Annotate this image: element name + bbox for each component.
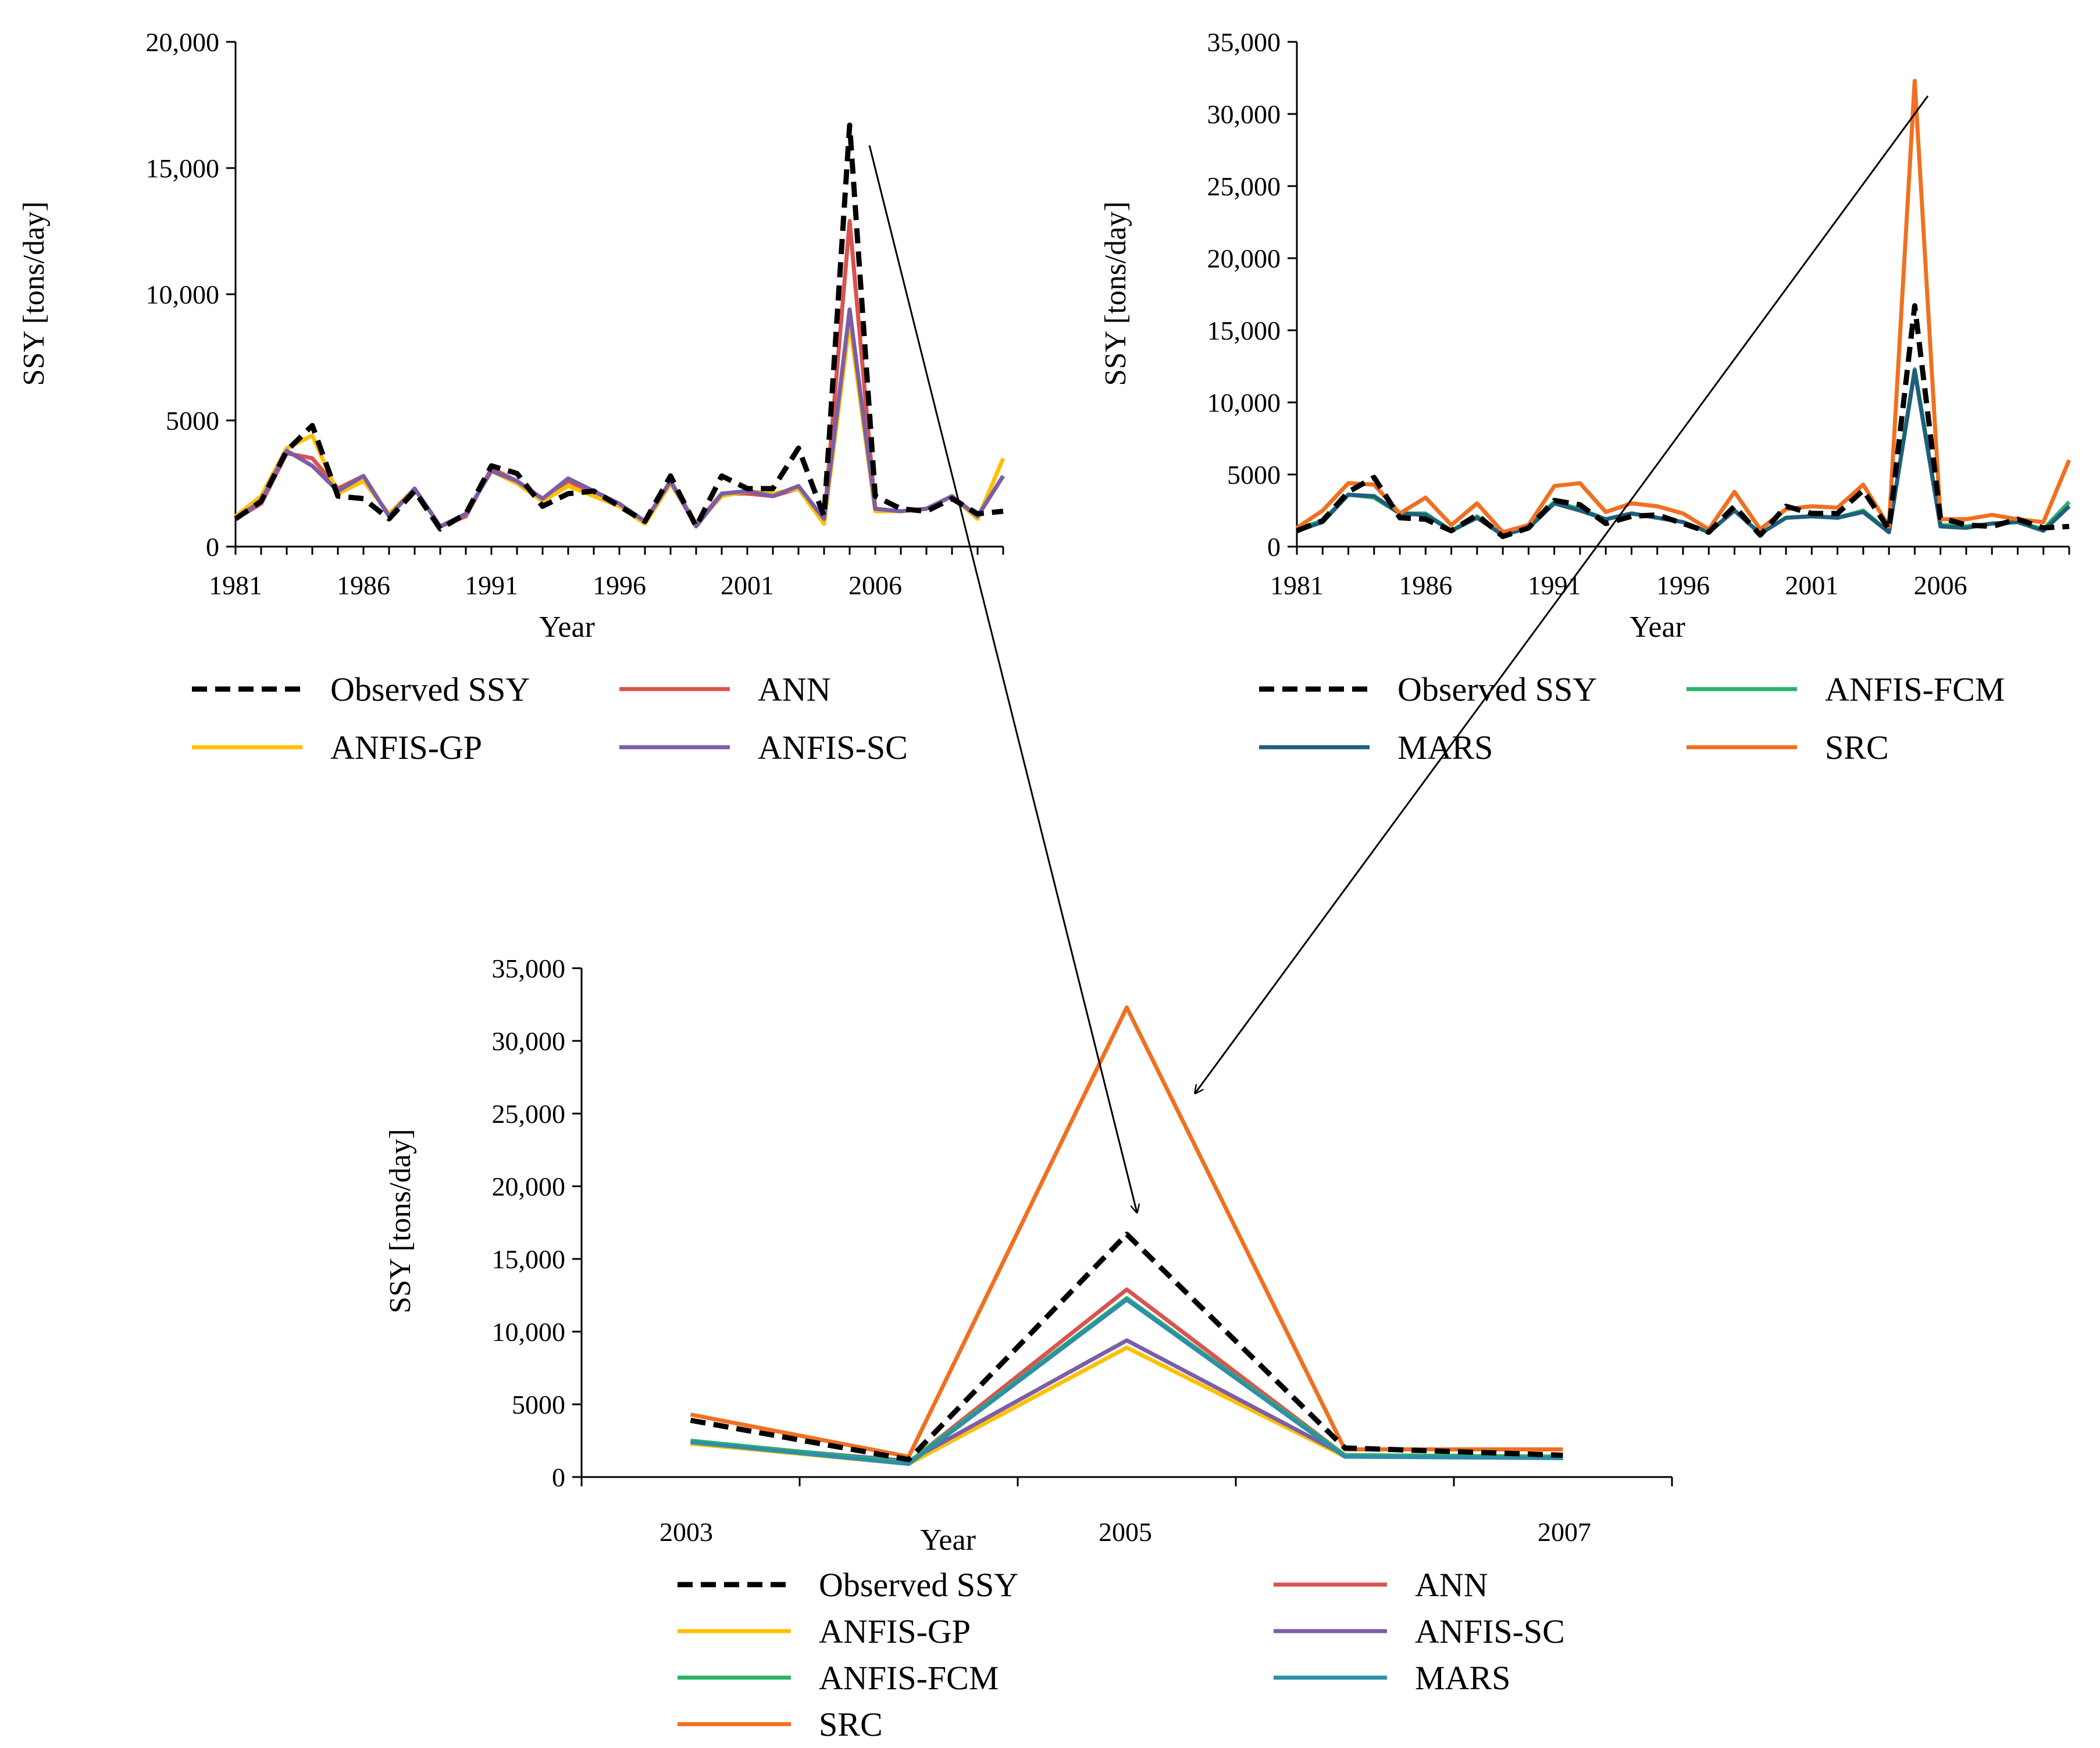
legend-label: ANN — [1415, 1566, 1488, 1604]
legend-label: ANFIS-FCM — [819, 1659, 999, 1697]
y-tick-label: 15,000 — [1207, 316, 1281, 345]
series-line-mars — [1296, 368, 2071, 537]
series-line-observed-ssy — [234, 122, 1004, 532]
y-tick-label: 30,000 — [1207, 99, 1281, 129]
y-tick-label: 20,000 — [1207, 244, 1281, 273]
x-tick-label: 1986 — [1399, 570, 1452, 600]
x-axis-title: Year — [920, 1524, 976, 1557]
y-tick-label: 25,000 — [492, 1099, 566, 1129]
chart-bottom-zoom: 0 5000 10,000 15,000 20,000 25,000 30,000 35,00… — [384, 954, 1673, 1743]
legend-label: MARS — [1415, 1659, 1510, 1697]
x-tick-label: 1991 — [465, 570, 518, 600]
y-axis-title: SSY [tons/day] — [1099, 201, 1132, 386]
y-tick-label: 5000 — [512, 1390, 565, 1419]
y-tick-label: 10,000 — [492, 1317, 566, 1347]
y-tick-label: 15,000 — [146, 154, 220, 183]
series-line-ann — [690, 1287, 1563, 1465]
y-tick-label: 0 — [1267, 532, 1281, 562]
x-tick-label: 1996 — [593, 570, 646, 600]
legend-label: Observed SSY — [1397, 670, 1597, 708]
x-tick-label: 2006 — [848, 570, 902, 600]
x-tick-label: 1986 — [337, 570, 390, 600]
legend-label: ANFIS-SC — [758, 729, 908, 766]
y-tick-label: 20,000 — [492, 1172, 566, 1201]
y-tick-label: 25,000 — [1207, 172, 1281, 201]
y-tick-label: 35,000 — [1207, 27, 1281, 57]
x-tick-label: 2007 — [1538, 1517, 1591, 1547]
x-tick-label: 1981 — [1270, 570, 1324, 600]
series-line-ann — [234, 219, 1005, 529]
y-tick-label: 30,000 — [492, 1026, 566, 1056]
series-line-observed-ssy — [1296, 303, 2070, 540]
x-tick-label: 2001 — [1785, 570, 1838, 600]
series-line-anfis-gp — [234, 320, 1006, 529]
legend-label: ANFIS-GP — [330, 729, 482, 766]
legend-label: ANN — [758, 670, 831, 708]
y-tick-label: 20,000 — [146, 27, 220, 57]
x-axis-title: Year — [539, 611, 595, 644]
legend-label: Observed SSY — [819, 1566, 1018, 1604]
x-tick-label: 2001 — [721, 570, 774, 600]
x-tick-label: 2003 — [659, 1517, 713, 1547]
series-line-anfis-sc — [234, 307, 1005, 529]
legend-label: MARS — [1397, 729, 1493, 766]
series-line-src — [1296, 79, 2072, 534]
series-line-observed-ssy — [690, 1232, 1563, 1462]
y-tick-label: 10,000 — [146, 280, 220, 309]
legend-label: ANFIS-GP — [819, 1613, 971, 1650]
legend-label: SRC — [1825, 729, 1889, 766]
x-tick-label: 1996 — [1656, 570, 1710, 600]
legend-label: ANFIS-FCM — [1825, 670, 2005, 708]
y-axis-title: SSY [tons/day] — [384, 1129, 417, 1313]
arrow-top-left-to-bottom — [868, 145, 1137, 1212]
y-tick-label: 0 — [552, 1462, 565, 1492]
x-tick-label: 2006 — [1914, 570, 1967, 600]
y-tick-label: 35,000 — [492, 954, 566, 983]
series-line-anfis-sc — [690, 1338, 1563, 1463]
legend-label: Observed SSY — [330, 670, 530, 708]
series-line-anfis-gp — [690, 1346, 1563, 1466]
x-axis-title: Year — [1630, 611, 1685, 644]
y-axis-title: SSY [tons/day] — [17, 201, 51, 386]
y-tick-label: 5000 — [166, 406, 219, 436]
x-tick-label: 1991 — [1528, 570, 1581, 600]
x-tick-label: 2005 — [1099, 1517, 1152, 1547]
legend-label: SRC — [819, 1706, 883, 1743]
chart-top-left: 0 5000 10,000 15,000 20,000 1981 1986 1991 1996 2… — [17, 27, 1006, 766]
arrow-top-right-to-bottom — [1195, 95, 1929, 1093]
y-tick-label: 0 — [206, 532, 219, 562]
y-tick-label: 5000 — [1227, 460, 1281, 490]
zoom-arrows — [868, 95, 1929, 1212]
x-tick-label: 1981 — [209, 570, 262, 600]
legend-label: ANFIS-SC — [1415, 1613, 1565, 1650]
y-tick-label: 10,000 — [1207, 388, 1281, 418]
y-tick-label: 15,000 — [492, 1244, 566, 1274]
series-line-anfis-fcm — [1296, 367, 2071, 537]
series-line-mars — [690, 1297, 1563, 1466]
chart-top-right: 0 5000 10,000 15,000 20,000 25,000 30,000 35,00… — [1099, 27, 2072, 766]
